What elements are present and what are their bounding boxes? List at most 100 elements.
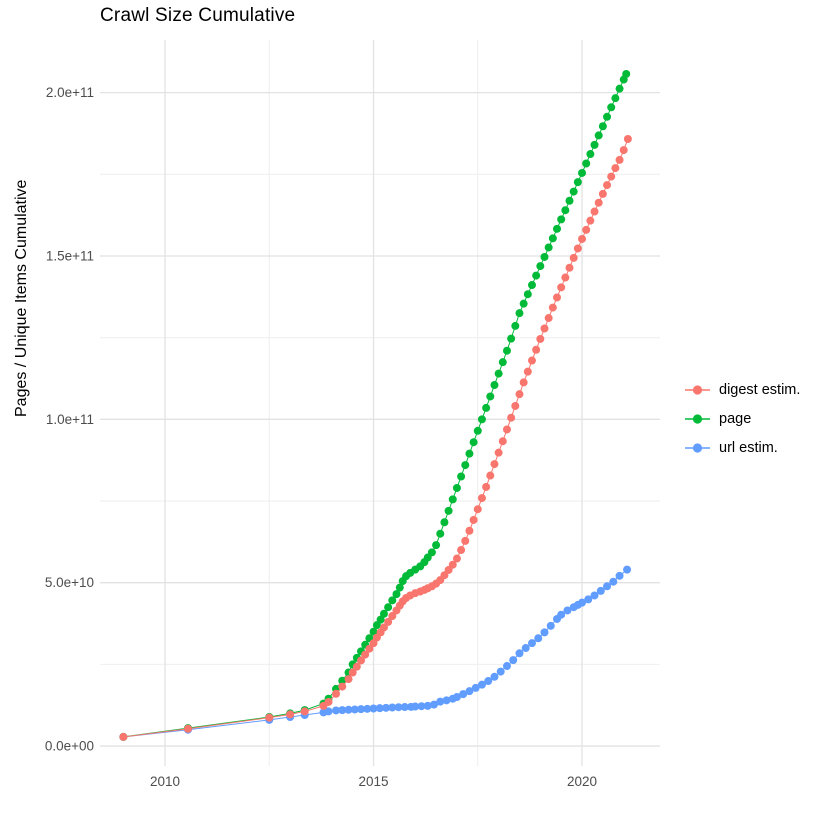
data-point [375, 704, 384, 713]
data-point [594, 131, 603, 140]
data-point [578, 598, 587, 607]
data-point [507, 334, 516, 343]
x-tick-label: 2020 [567, 774, 597, 789]
data-point [384, 617, 393, 626]
data-point [459, 690, 468, 699]
data-point [392, 590, 401, 599]
data-point [521, 644, 530, 653]
data-point [563, 606, 572, 615]
data-point [622, 69, 631, 78]
data-point [300, 707, 309, 716]
data-point [515, 649, 524, 658]
data-point [615, 155, 624, 164]
data-point [527, 639, 536, 648]
data-point [540, 252, 549, 261]
y-tick-label: 1.5e+11 [46, 248, 94, 263]
data-point [338, 706, 347, 715]
data-point [452, 554, 461, 563]
data-point [623, 565, 632, 574]
data-point [338, 682, 347, 691]
data-point [532, 271, 541, 280]
data-point [623, 135, 632, 143]
data-point [357, 656, 366, 665]
data-point [457, 546, 466, 555]
data-point [598, 122, 607, 131]
data-point [523, 290, 532, 299]
data-point [384, 603, 393, 612]
data-point [603, 181, 612, 190]
data-point [527, 281, 536, 290]
data-point [469, 438, 478, 447]
data-point [594, 198, 603, 207]
data-point [461, 461, 470, 470]
data-point [486, 392, 495, 401]
data-point [482, 482, 491, 491]
data-point [590, 207, 599, 216]
data-point [395, 583, 404, 592]
data-point [544, 314, 553, 323]
data-point [573, 178, 582, 187]
legend-item-url-estim[interactable]: url estim. [684, 439, 800, 457]
data-point [582, 225, 591, 234]
data-point [557, 215, 566, 224]
data-point [540, 324, 549, 333]
data-point [544, 243, 553, 252]
data-point [417, 702, 426, 711]
data-point [286, 710, 295, 719]
data-point [607, 172, 616, 181]
data-point [448, 560, 457, 569]
data-point [569, 187, 578, 196]
data-point [515, 390, 524, 399]
data-point [561, 206, 570, 215]
legend-marker-url-icon [685, 443, 710, 453]
data-point [509, 656, 518, 665]
data-point [557, 610, 566, 619]
data-point [465, 526, 474, 535]
data-point [388, 612, 397, 621]
data-point [477, 415, 486, 424]
data-point [490, 672, 499, 681]
data-point [511, 401, 520, 410]
data-point [582, 159, 591, 168]
data-point [379, 623, 388, 632]
data-point [394, 703, 403, 712]
data-point [473, 426, 482, 435]
x-tick-label: 2015 [359, 774, 389, 789]
data-point [482, 403, 491, 412]
data-point [490, 460, 499, 469]
data-point [477, 680, 486, 689]
data-point [352, 662, 361, 671]
data-point [598, 189, 607, 198]
data-point [519, 299, 528, 308]
data-point [615, 84, 624, 93]
series-line-digestestim [123, 138, 629, 738]
data-point [388, 703, 397, 712]
data-point [536, 262, 545, 271]
data-point [619, 146, 628, 155]
legend-item-page[interactable]: page [684, 410, 800, 428]
data-point [536, 334, 545, 343]
data-point [607, 103, 616, 112]
data-point [427, 548, 436, 557]
data-point [553, 293, 562, 302]
data-point [461, 536, 470, 545]
data-point [448, 495, 457, 504]
data-point [603, 112, 612, 121]
data-point [532, 345, 541, 354]
data-point [590, 591, 599, 600]
y-tick-label: 0.0e+00 [45, 739, 94, 754]
data-point [507, 413, 516, 422]
data-point [350, 705, 359, 714]
legend-label-page: page [719, 411, 752, 427]
data-point [502, 346, 511, 355]
legend-item-digest-estim[interactable]: digest estim. [684, 381, 800, 399]
data-point [465, 687, 474, 696]
data-point [546, 621, 555, 630]
data-point [486, 471, 495, 480]
data-point [382, 703, 391, 712]
data-point [365, 644, 374, 653]
data-point [344, 675, 353, 684]
data-point [411, 702, 420, 711]
data-point [578, 234, 587, 243]
